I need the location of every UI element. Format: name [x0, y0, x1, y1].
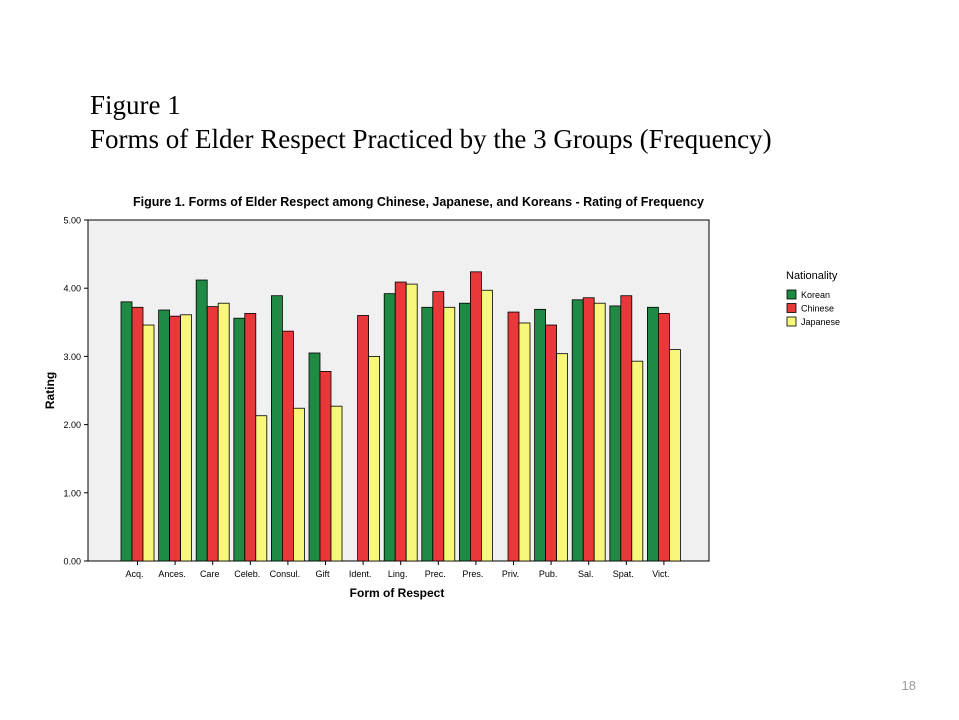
x-tick-label: Acq.	[125, 569, 143, 579]
bar-korean-3	[233, 317, 246, 562]
bar-chinese-11	[545, 324, 557, 562]
page-number: 18	[901, 678, 916, 693]
y-tick-label: 0.00	[63, 557, 81, 567]
bar-chinese-7	[394, 281, 407, 562]
x-tick-label: Priv.	[502, 569, 519, 579]
bar-japanese-1	[180, 314, 193, 562]
y-tick-label: 4.00	[63, 284, 81, 294]
bar-chinese-8	[432, 291, 445, 562]
chart-title: Figure 1. Forms of Elder Respect among C…	[133, 195, 704, 209]
bar-korean-2	[195, 279, 208, 562]
bar-japanese-3	[255, 415, 268, 562]
bar-chinese-9	[469, 271, 482, 562]
bar-korean-8	[421, 306, 434, 562]
bar-japanese-10	[518, 322, 531, 562]
x-tick-label: Ling.	[388, 569, 408, 579]
y-tick-label: 5.00	[63, 216, 81, 226]
x-tick-label: Spat.	[613, 569, 634, 579]
x-axis-label: Form of Respect	[350, 586, 445, 600]
bar-chinese-13	[620, 295, 633, 562]
slide-title-line-2: Forms of Elder Respect Practiced by the …	[90, 124, 772, 154]
legend-label-japanese: Japanese	[801, 317, 840, 327]
x-tick-label: Sal.	[578, 569, 594, 579]
bar-chinese-1	[169, 315, 182, 562]
legend-label-korean: Korean	[801, 290, 830, 300]
bar-korean-1	[158, 309, 171, 562]
bar-japanese-4	[292, 407, 305, 562]
bar-chinese-5	[319, 371, 332, 562]
bar-japanese-6	[368, 355, 381, 562]
bar-japanese-7	[405, 283, 418, 562]
x-tick-label: Ances.	[158, 569, 186, 579]
bar-chinese-14	[658, 313, 670, 562]
legend-swatch-chinese	[786, 303, 797, 313]
x-tick-label: Ident.	[349, 569, 372, 579]
bar-chinese-2	[206, 306, 219, 562]
bar-chinese-6	[357, 315, 370, 562]
bar-chinese-3	[244, 313, 257, 562]
x-tick-label: Pres.	[462, 569, 483, 579]
x-tick-label: Care	[200, 569, 220, 579]
bar-japanese-2	[217, 302, 230, 562]
bar-korean-7	[383, 293, 396, 562]
x-tick-label: Celeb.	[234, 569, 260, 579]
bar-japanese-8	[443, 306, 456, 562]
bar-japanese-12	[593, 302, 606, 562]
bar-japanese-5	[330, 405, 343, 562]
x-tick-label: Pub.	[539, 569, 558, 579]
bar-japanese-0	[142, 324, 155, 562]
y-axis-label: Rating	[43, 372, 57, 409]
bar-chinese-0	[131, 306, 144, 562]
y-tick-label: 3.00	[63, 352, 81, 362]
bar-japanese-9	[480, 289, 493, 562]
bar-japanese-14	[669, 349, 681, 562]
legend-title: Nationality	[786, 270, 838, 282]
slide-title-line-1: Figure 1	[90, 90, 181, 120]
y-tick-label: 1.00	[63, 488, 81, 498]
legend-swatch-japanese	[786, 316, 797, 327]
bar-korean-12	[571, 299, 584, 562]
y-tick-label: 2.00	[63, 420, 81, 430]
x-tick-label: Vict.	[652, 569, 669, 579]
x-tick-label: Consul.	[270, 569, 301, 579]
x-tick-label: Gift	[315, 569, 330, 579]
bar-japanese-11	[556, 353, 568, 562]
legend-swatch-korean	[786, 289, 797, 300]
x-tick-label: Prec.	[425, 569, 446, 579]
bar-chinese-4	[281, 330, 294, 562]
bar-korean-13	[609, 305, 622, 562]
bar-korean-4	[270, 295, 283, 562]
legend-label-chinese: Chinese	[801, 304, 834, 314]
bar-korean-11	[534, 308, 546, 562]
bar-korean-0	[120, 301, 133, 562]
bar-japanese-13	[631, 360, 644, 562]
bar-korean-14	[647, 306, 659, 562]
bar-chinese-12	[582, 297, 595, 562]
bar-chinese-10	[507, 311, 520, 562]
bar-korean-9	[458, 302, 471, 562]
bar-korean-5	[308, 352, 321, 562]
slide-title: Figure 1 Forms of Elder Respect Practice…	[90, 88, 772, 156]
